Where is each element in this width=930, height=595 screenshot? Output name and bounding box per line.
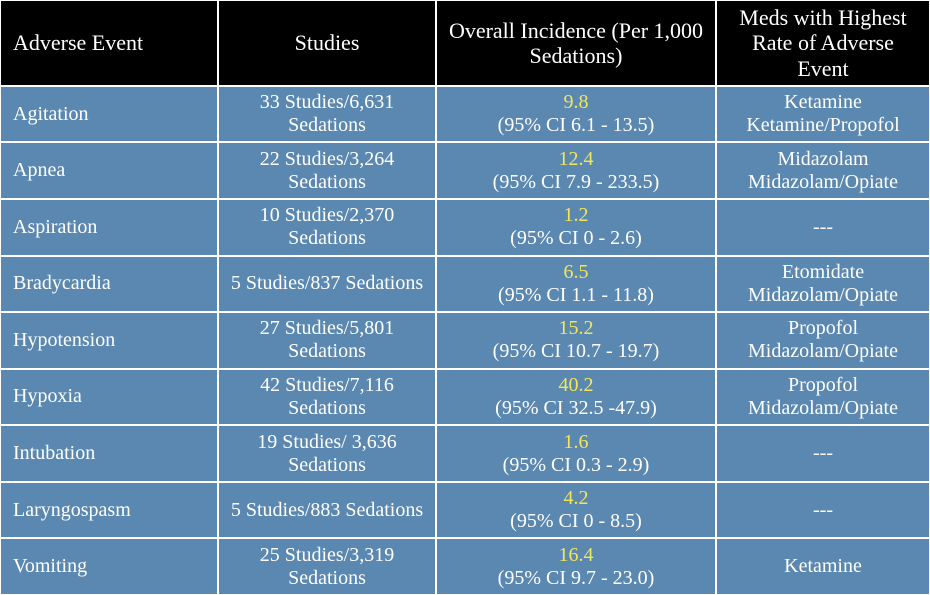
incidence-ci: (95% CI 7.9 - 233.5) [493,171,660,194]
med-line: Ketamine [784,555,862,578]
cell-event: Apnea [0,142,218,199]
cell-event: Laryngospasm [0,482,218,539]
med-line: Midazolam/Opiate [748,340,898,363]
cell-studies: 19 Studies/ 3,636 Sedations [218,425,436,482]
incidence-value: 1.2 [564,204,589,227]
table-row: Bradycardia5 Studies/837 Sedations6.5 (9… [0,256,930,313]
cell-incidence: 15.2 (95% CI 10.7 - 19.7) [436,312,716,369]
cell-meds: PropofolMidazolam/Opiate [716,369,930,426]
cell-event: Agitation [0,86,218,143]
incidence-ci: (95% CI 10.7 - 19.7) [493,340,660,363]
cell-event: Aspiration [0,199,218,256]
table-row: Laryngospasm5 Studies/883 Sedations4.2 (… [0,482,930,539]
col-header-meds: Meds with Highest Rate of Adverse Event [716,0,930,86]
cell-event: Bradycardia [0,256,218,313]
cell-meds: EtomidateMidazolam/Opiate [716,256,930,313]
cell-meds: PropofolMidazolam/Opiate [716,312,930,369]
cell-incidence: 6.5 (95% CI 1.1 - 11.8) [436,256,716,313]
incidence-ci: (95% CI 6.1 - 13.5) [498,114,655,137]
med-line: Etomidate [782,261,864,284]
cell-studies: 25 Studies/3,319 Sedations [218,538,436,595]
table-row: Vomiting25 Studies/3,319 Sedations16.4 (… [0,538,930,595]
med-line: Midazolam/Opiate [748,171,898,194]
col-header-incidence: Overall Incidence (Per 1,000 Sedations) [436,0,716,86]
cell-studies: 10 Studies/2,370 Sedations [218,199,436,256]
med-line: Ketamine [784,91,862,114]
cell-incidence: 9.8 (95% CI 6.1 - 13.5) [436,86,716,143]
cell-event: Vomiting [0,538,218,595]
cell-meds: --- [716,482,930,539]
incidence-value: 12.4 [559,148,594,171]
col-header-studies: Studies [218,0,436,86]
med-line: Propofol [788,374,858,397]
incidence-value: 16.4 [559,544,594,567]
cell-studies: 27 Studies/5,801 Sedations [218,312,436,369]
incidence-value: 15.2 [559,317,594,340]
med-line: Propofol [788,317,858,340]
table-row: Hypoxia42 Studies/7,116 Sedations40.2 (9… [0,369,930,426]
incidence-ci: (95% CI 32.5 -47.9) [495,397,657,420]
med-line: --- [813,216,833,239]
incidence-ci: (95% CI 9.7 - 23.0) [498,567,655,590]
cell-incidence: 16.4 (95% CI 9.7 - 23.0) [436,538,716,595]
incidence-value: 4.2 [564,487,589,510]
incidence-ci: (95% CI 0.3 - 2.9) [503,454,650,477]
table-row: Intubation19 Studies/ 3,636 Sedations1.6… [0,425,930,482]
table-header-row: Adverse Event Studies Overall Incidence … [0,0,930,86]
incidence-value: 6.5 [564,261,589,284]
incidence-value: 40.2 [559,374,594,397]
table-row: Agitation33 Studies/6,631 Sedations9.8 (… [0,86,930,143]
cell-studies: 5 Studies/883 Sedations [218,482,436,539]
med-line: Midazolam/Opiate [748,397,898,420]
med-line: --- [813,499,833,522]
incidence-ci: (95% CI 0 - 8.5) [510,510,642,533]
table-row: Apnea22 Studies/3,264 Sedations12.4 (95%… [0,142,930,199]
cell-meds: --- [716,199,930,256]
cell-meds: --- [716,425,930,482]
cell-meds: MidazolamMidazolam/Opiate [716,142,930,199]
table-row: Aspiration10 Studies/2,370 Sedations1.2 … [0,199,930,256]
cell-incidence: 12.4 (95% CI 7.9 - 233.5) [436,142,716,199]
col-header-event: Adverse Event [0,0,218,86]
med-line: --- [813,442,833,465]
cell-incidence: 1.6 (95% CI 0.3 - 2.9) [436,425,716,482]
incidence-value: 1.6 [564,431,589,454]
cell-meds: KetamineKetamine/Propofol [716,86,930,143]
cell-incidence: 40.2 (95% CI 32.5 -47.9) [436,369,716,426]
cell-studies: 22 Studies/3,264 Sedations [218,142,436,199]
incidence-ci: (95% CI 1.1 - 11.8) [498,284,654,307]
cell-studies: 42 Studies/7,116 Sedations [218,369,436,426]
cell-event: Hypotension [0,312,218,369]
table-row: Hypotension27 Studies/5,801 Sedations15.… [0,312,930,369]
med-line: Ketamine/Propofol [746,114,899,137]
incidence-ci: (95% CI 0 - 2.6) [510,227,642,250]
cell-event: Intubation [0,425,218,482]
adverse-events-table: Adverse Event Studies Overall Incidence … [0,0,930,595]
med-line: Midazolam [777,148,868,171]
cell-event: Hypoxia [0,369,218,426]
med-line: Midazolam/Opiate [748,284,898,307]
cell-meds: Ketamine [716,538,930,595]
incidence-value: 9.8 [564,91,589,114]
cell-studies: 33 Studies/6,631 Sedations [218,86,436,143]
cell-incidence: 4.2 (95% CI 0 - 8.5) [436,482,716,539]
cell-studies: 5 Studies/837 Sedations [218,256,436,313]
cell-incidence: 1.2 (95% CI 0 - 2.6) [436,199,716,256]
